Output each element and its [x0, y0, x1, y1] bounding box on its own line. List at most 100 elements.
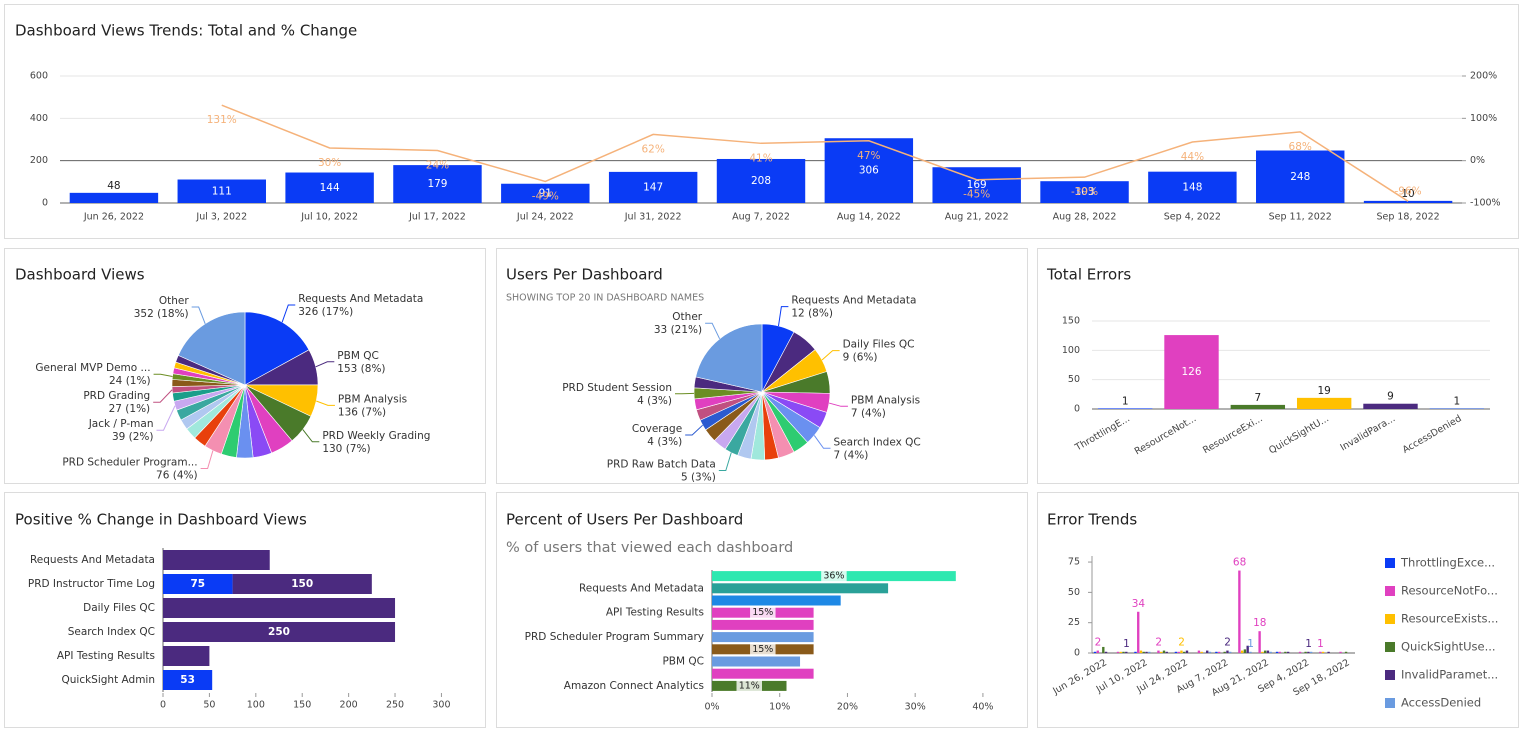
bar	[608, 171, 698, 203]
y-tick-label: 50	[1068, 587, 1080, 598]
legend-label: ResourceExists...	[1401, 612, 1498, 626]
bar	[1217, 651, 1221, 653]
legend-label: ResourceNotFo...	[1401, 584, 1498, 598]
leader-line	[200, 450, 214, 470]
x-tick-label: 0	[160, 700, 166, 711]
y2-tick-label: 0%	[1470, 155, 1485, 166]
bar	[1148, 171, 1237, 203]
data-label: 36%	[823, 571, 844, 582]
y-tick-label: API Testing Results	[606, 607, 704, 619]
bar	[1363, 403, 1418, 409]
data-label: 75	[190, 578, 205, 590]
bar	[1321, 651, 1325, 653]
bar	[1238, 570, 1241, 653]
bar	[1240, 650, 1244, 653]
pie-slice	[244, 311, 310, 386]
bar	[712, 583, 889, 594]
x-tick-label: 50	[203, 700, 215, 711]
bar	[1296, 397, 1352, 409]
chart-subtitle: % of users that viewed each dashboard	[506, 540, 793, 556]
x-tick-label: Sep 11, 2022	[1269, 212, 1332, 223]
legend-label: ThrottlingExce...	[1400, 556, 1495, 570]
slice-value: 24 (1%)	[109, 375, 151, 387]
leader-line	[813, 435, 831, 449]
leader-line	[718, 452, 732, 471]
x-tick-label: 10%	[769, 702, 790, 713]
leader-line	[153, 389, 173, 403]
bar	[1278, 651, 1282, 653]
chart-title: Percent of Users Per Dashboard	[506, 511, 743, 529]
bar	[69, 192, 159, 203]
chart-title: Dashboard Views	[15, 266, 145, 284]
legend-swatch	[1385, 642, 1395, 652]
bar	[1119, 651, 1122, 653]
bar	[1206, 650, 1209, 653]
slice-value: 12 (8%)	[791, 308, 833, 320]
y-tick-label: QuickSight Admin	[61, 674, 155, 686]
bar	[163, 574, 233, 594]
bar	[1200, 651, 1203, 653]
x-tick-label: Sep 4, 2022	[1164, 212, 1221, 223]
legend-label: QuickSightUse...	[1401, 640, 1496, 654]
data-label: 2	[1178, 637, 1185, 649]
y-tick-label: 150	[1062, 316, 1080, 327]
data-label: 111	[212, 185, 232, 197]
label-box	[821, 570, 847, 583]
bar	[932, 167, 1021, 203]
bar	[1286, 651, 1290, 653]
line	[221, 104, 1409, 202]
bar	[1307, 651, 1310, 653]
leader-line	[191, 306, 206, 324]
slice-value: 27 (1%)	[109, 403, 151, 415]
leader-line	[316, 400, 335, 406]
y-tick-label: 50	[1068, 374, 1080, 385]
leader-line	[705, 322, 721, 340]
x-tick-label: Jul 3, 2022	[195, 212, 247, 223]
label-box	[750, 606, 776, 619]
data-label: 11%	[739, 680, 760, 691]
slice-label: PRD Scheduler Program...	[62, 457, 197, 469]
bar	[163, 550, 270, 570]
y-tick-label: 100	[1062, 345, 1080, 356]
bar	[1223, 651, 1226, 653]
slice-value: 326 (17%)	[298, 306, 353, 318]
data-label: 91	[539, 187, 552, 199]
bar	[1142, 651, 1145, 653]
line-label: -49%	[532, 190, 559, 202]
bar	[1139, 650, 1143, 653]
data-label: 1	[1247, 638, 1254, 650]
bar	[1363, 200, 1453, 203]
legend-swatch	[1385, 558, 1395, 568]
y2-tick-label: -100%	[1470, 198, 1501, 209]
y-tick-label: 0	[1074, 404, 1080, 415]
data-label: 248	[1290, 171, 1310, 183]
bar	[163, 622, 396, 642]
data-label: 150	[291, 578, 313, 590]
slice-value: 76 (4%)	[156, 470, 198, 482]
slice-value: 33 (21%)	[654, 324, 702, 336]
data-label: 34	[1132, 598, 1146, 610]
bar	[712, 632, 814, 643]
slice-value: 4 (3%)	[647, 436, 682, 448]
pie-slice	[177, 311, 246, 386]
chart-subtitle: SHOWING TOP 20 IN DASHBOARD NAMES	[506, 293, 704, 304]
y-tick-label: PBM QC	[662, 656, 704, 668]
bar	[1215, 651, 1218, 653]
bar	[1134, 651, 1137, 653]
slice-value: 7 (4%)	[851, 407, 886, 419]
bar	[1258, 631, 1261, 653]
y-tick-label: 200	[30, 155, 48, 166]
bar	[1275, 651, 1279, 653]
line-label: 62%	[641, 143, 664, 155]
slice-value: 39 (2%)	[112, 431, 154, 443]
chart-title: Dashboard Views Trends: Total and % Chan…	[15, 22, 357, 40]
x-tick-label: Aug 14, 2022	[837, 212, 901, 223]
line-label: 41%	[749, 152, 772, 164]
bar	[163, 670, 213, 690]
x-tick-label: 0%	[704, 702, 719, 713]
bar	[1284, 651, 1287, 653]
bar	[1304, 651, 1307, 653]
bar	[1309, 651, 1313, 653]
bar	[1298, 651, 1302, 653]
slice-label: PBM Analysis	[338, 393, 407, 405]
